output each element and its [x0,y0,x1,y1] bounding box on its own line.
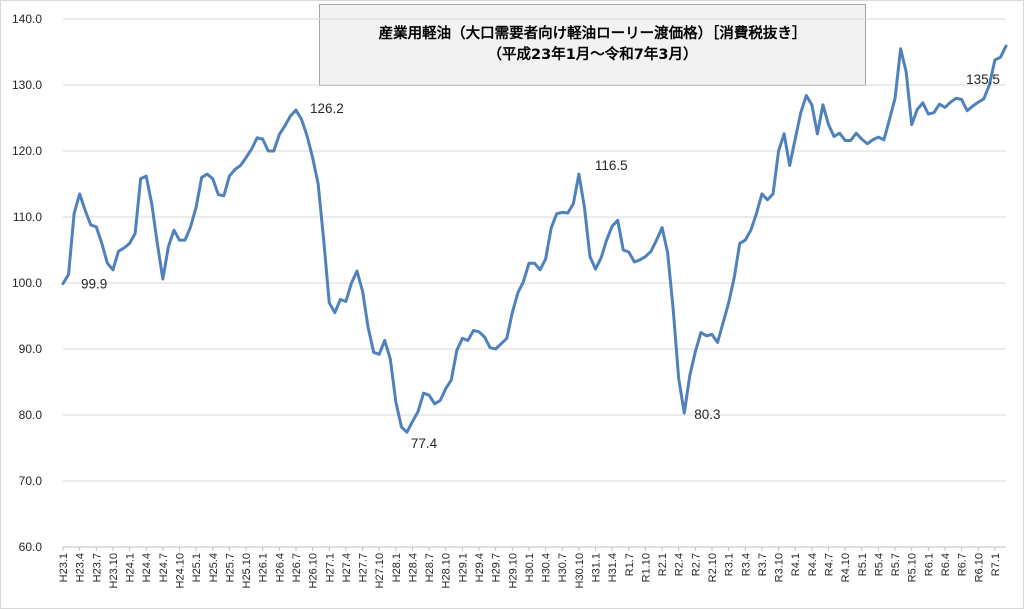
x-tick-label: H24.4 [141,553,153,582]
x-tick-label: H25.10 [241,553,253,588]
x-tick-label: H29.10 [507,553,519,588]
gridlines [63,18,1006,548]
x-tick-label: H28.1 [391,553,403,582]
y-tick-label: 80.0 [19,408,43,422]
x-tick-label: H29.1 [457,553,469,582]
chart-title: 産業用軽油（大口需要者向け軽油ローリー渡価格）［消費税抜き］ [378,26,807,42]
x-tick-label: R2.7 [690,553,702,576]
x-tick-label: H26.4 [274,553,286,582]
x-tick-label: R3.7 [757,553,769,576]
x-tick-label: H24.10 [174,553,186,588]
x-axis: H23.1 H23.4 H23.7 H23.10 H24.1 H24.4 H24.7 H24.… [58,546,1006,588]
x-tick-label: R4.4 [807,553,819,576]
x-tick-label: H29.4 [474,553,486,582]
y-tick-label: 60.0 [19,540,43,554]
x-tick-label: R3.1 [724,553,736,576]
x-tick-label: R5.1 [857,553,869,576]
x-tick-label: R2.4 [674,553,686,576]
chart-title-box: 産業用軽油（大口需要者向け軽油ローリー渡価格）［消費税抜き］ （平成23年1月～… [319,4,866,86]
x-tick-label: R6.10 [973,553,985,582]
x-tick-label: H27.4 [341,553,353,582]
x-tick-label: R6.4 [940,553,952,576]
x-tick-label: R5.7 [890,553,902,576]
x-tick-label: H30.7 [557,553,569,582]
data-label: 135.5 [966,72,1000,87]
y-tick-label: 140.0 [12,12,42,26]
data-label: 135.9 [988,0,1022,3]
x-tick-label: H27.10 [374,553,386,588]
y-tick-label: 90.0 [19,342,43,356]
y-tick-label: 130.0 [12,78,42,92]
x-tick-label: R3.4 [740,553,752,576]
y-tick-label: 110.0 [13,210,42,224]
x-tick-label: R2.10 [707,553,719,582]
x-tick-label: H30.4 [541,553,553,582]
x-tick-label: H31.1 [591,553,603,582]
y-tick-label: 120.0 [12,144,42,158]
data-label: 80.3 [694,407,720,422]
x-tick-label: H26.7 [291,553,303,582]
x-tick-label: H31.4 [607,553,619,582]
y-tick-label: 70.0 [19,474,43,488]
series-line [61,44,1008,434]
x-tick-label: H23.1 [58,553,70,582]
x-tick-label: R4.1 [790,553,802,576]
x-tick-label: H26.1 [258,553,270,582]
x-tick-label: H27.1 [324,553,336,582]
data-labels: 99.9 126.2 77.4 116.5 80.3 135.5 135.9 [81,0,1021,451]
x-tick-label: H28.10 [441,553,453,588]
x-tick-label: R6.7 [957,553,969,576]
x-tick-label: R1.10 [640,553,652,582]
y-axis: 60.0 70.0 80.0 90.0 100.0 110.0 120.0 130.0 140.… [12,12,42,554]
x-tick-label: R2.1 [657,553,669,576]
x-tick-label: R6.1 [923,553,935,576]
x-tick-label: H23.4 [75,553,87,582]
x-tick-label: H27.7 [358,553,370,582]
x-tick-label: H25.1 [191,553,203,582]
y-tick-label: 100.0 [12,276,42,290]
x-tick-label: H26.10 [308,553,320,588]
data-label: 77.4 [411,436,438,451]
series-layer [61,44,1008,434]
x-tick-label: R4.10 [840,553,852,582]
data-label: 126.2 [310,101,344,116]
x-tick-label: R4.7 [823,553,835,576]
x-tick-label: H30.1 [524,553,536,582]
x-tick-label: H23.7 [91,553,103,582]
x-tick-label: R1.7 [624,553,636,576]
x-tick-label: H24.1 [125,553,137,582]
x-tick-label: H23.10 [108,553,120,588]
x-tick-label: R5.4 [873,553,885,576]
x-tick-label: H25.4 [208,553,220,582]
data-label: 116.5 [595,158,628,173]
x-tick-label: H28.7 [424,553,436,582]
x-tick-label: H30.10 [574,553,586,588]
x-tick-label: R3.10 [774,553,786,582]
x-tick-label: H25.7 [224,553,236,582]
x-tick-label: R5.10 [907,553,919,582]
x-tick-label: H28.4 [407,553,419,582]
chart-subtitle: （平成23年1月～令和7年3月） [487,47,698,63]
x-tick-label: H29.7 [491,553,503,582]
x-tick-label: R7.1 [990,553,1002,576]
x-tick-label: H24.7 [158,553,170,582]
data-label: 99.9 [81,277,107,292]
